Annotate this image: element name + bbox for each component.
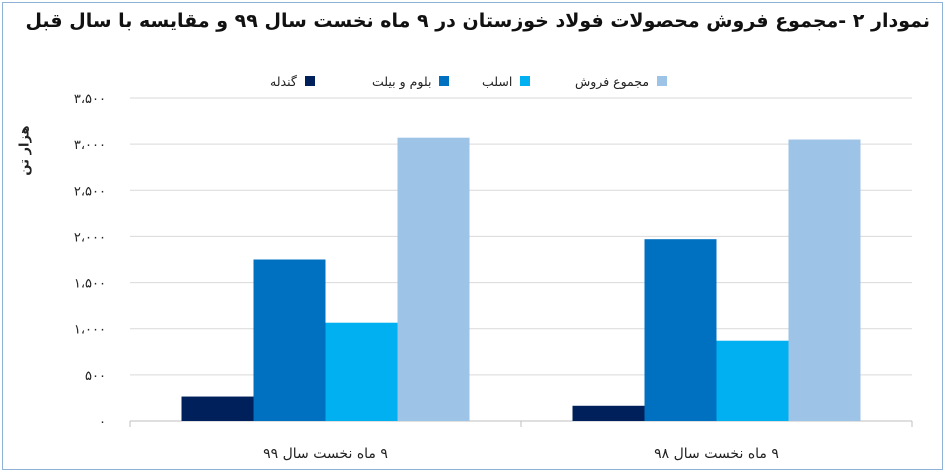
y-tick-label: ۳،۰۰۰ bbox=[74, 138, 106, 153]
legend: گندله بلوم و بیلت اسلب مجموع فروش bbox=[0, 70, 947, 92]
legend-item-total-sales: مجموع فروش bbox=[575, 70, 668, 92]
y-tick-label: ۵۰۰ bbox=[85, 369, 106, 384]
bar bbox=[181, 396, 254, 421]
legend-swatch bbox=[520, 76, 531, 86]
legend-item-slab: اسلب bbox=[482, 70, 531, 92]
bar bbox=[716, 340, 789, 421]
y-tick-label: ۰ bbox=[99, 415, 106, 430]
bar bbox=[397, 137, 470, 421]
bar bbox=[644, 239, 717, 421]
y-tick-label: ۲،۵۰۰ bbox=[74, 184, 106, 199]
y-tick-label: ۱،۵۰۰ bbox=[74, 277, 106, 292]
y-tick-label: ۲،۰۰۰ bbox=[74, 230, 106, 245]
legend-label: مجموع فروش bbox=[575, 73, 650, 89]
legend-item-pellet: گندله bbox=[270, 70, 315, 92]
y-tick-label: ۱،۰۰۰ bbox=[74, 323, 106, 338]
x-category-label: ۹ ماه نخست سال ۹۸ bbox=[654, 446, 779, 462]
legend-swatch bbox=[439, 76, 450, 86]
legend-item-bloom-billet: بلوم و بیلت bbox=[372, 70, 450, 92]
bar bbox=[253, 259, 326, 421]
bar bbox=[788, 139, 861, 421]
legend-label: اسلب bbox=[482, 73, 513, 89]
legend-swatch bbox=[657, 76, 668, 86]
legend-swatch bbox=[304, 76, 315, 86]
bar bbox=[325, 322, 398, 421]
bar bbox=[572, 405, 645, 421]
chart-title: نمودار ۲ -مجموع فروش محصولات فولاد خوزست… bbox=[25, 10, 930, 32]
y-tick-label: ۳،۵۰۰ bbox=[74, 92, 106, 107]
x-category-label: ۹ ماه نخست سال ۹۹ bbox=[263, 446, 388, 462]
legend-label: بلوم و بیلت bbox=[372, 73, 432, 89]
legend-label: گندله bbox=[270, 73, 297, 89]
